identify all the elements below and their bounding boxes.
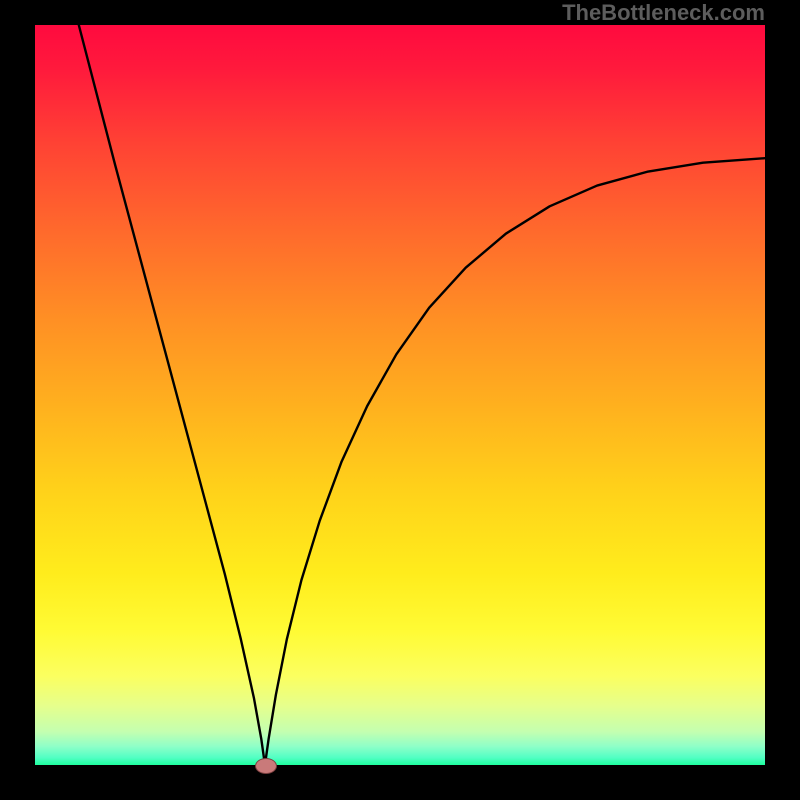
curve-svg	[0, 0, 800, 800]
bottleneck-curve	[79, 25, 765, 765]
minimum-marker	[255, 758, 277, 774]
chart-stage: TheBottleneck.com	[0, 0, 800, 800]
